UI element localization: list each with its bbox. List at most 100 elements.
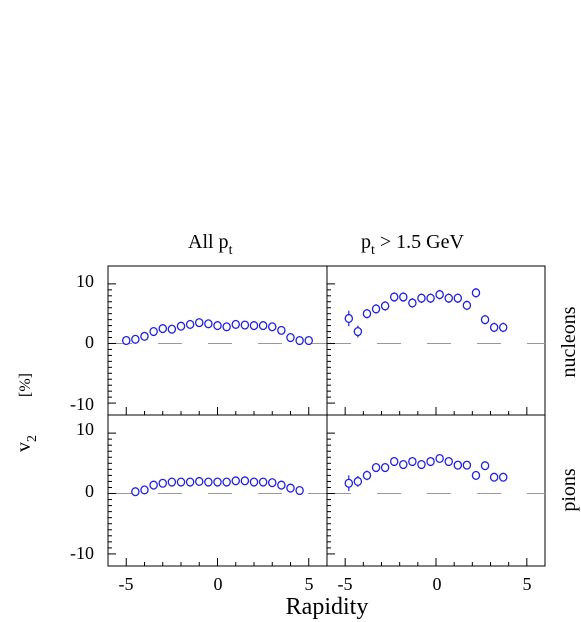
data-point — [399, 459, 408, 470]
xtick-label-right-0: 0 — [433, 574, 442, 594]
panel-frame — [326, 414, 546, 567]
data-point — [295, 335, 304, 346]
panel-allpt-pions — [107, 414, 328, 567]
panels-group — [107, 265, 546, 567]
col-title-high-pt: pt > 1.5 GeV — [361, 231, 464, 258]
data-point — [462, 460, 472, 470]
data-point — [489, 322, 499, 332]
data-point — [435, 453, 444, 464]
data-point — [140, 485, 149, 495]
data-point — [222, 322, 231, 332]
data-point — [286, 332, 295, 343]
data-point — [240, 320, 250, 330]
data-point — [471, 470, 481, 480]
data-point — [498, 472, 508, 482]
data-point — [453, 293, 463, 303]
data-point — [204, 319, 213, 329]
svg-text:[%]: [%] — [17, 373, 34, 397]
data-point — [304, 335, 313, 346]
data-point — [240, 476, 250, 486]
data-point — [231, 476, 240, 486]
data-point — [380, 301, 390, 311]
data-point — [149, 480, 158, 490]
data-point — [417, 293, 426, 303]
data-point — [353, 476, 363, 486]
data-point — [204, 477, 213, 487]
data-point — [167, 477, 177, 487]
data-point — [408, 456, 417, 467]
panel-highpt-nucleons — [326, 265, 546, 416]
data-point — [213, 321, 222, 331]
ytick-label-bottom-10: 10 — [76, 419, 94, 439]
data-point — [167, 324, 177, 334]
data-point — [389, 456, 399, 467]
data-point — [480, 315, 490, 325]
data-point — [185, 319, 195, 329]
data-point — [213, 477, 222, 487]
ytick-label-top-0: 0 — [85, 332, 94, 352]
row-label-nucleons: nucleons — [558, 306, 580, 377]
data-point — [435, 290, 444, 300]
data-point — [158, 324, 167, 334]
x-axis-label: Rapidity — [286, 594, 369, 620]
xtick-label-left-5: 5 — [305, 574, 314, 594]
data-point — [344, 478, 354, 488]
data-point — [408, 298, 417, 308]
panel-frame — [107, 265, 328, 416]
data-point — [258, 477, 268, 487]
data-point — [249, 477, 259, 487]
data-point — [185, 477, 195, 487]
data-point — [453, 460, 463, 470]
data-point — [462, 300, 472, 310]
xtick-label-left-0: 0 — [214, 574, 223, 594]
data-point — [176, 477, 186, 487]
panel-highpt-pions — [326, 414, 546, 567]
svg-text:v2: v2 — [13, 435, 40, 452]
data-point — [286, 483, 295, 493]
panel-allpt-nucleons — [107, 265, 328, 416]
data-point — [277, 480, 286, 490]
data-point — [471, 288, 481, 298]
data-point — [267, 322, 277, 332]
row-label-pions: pions — [558, 468, 580, 512]
data-point — [444, 293, 453, 303]
data-point — [258, 321, 268, 331]
data-point — [158, 478, 167, 488]
ytick-label-top-10: 10 — [76, 271, 94, 291]
data-point — [231, 319, 240, 329]
ytick-label-top-minus10: -10 — [70, 394, 94, 414]
data-point — [295, 485, 304, 496]
xtick-label-right-minus5: -5 — [338, 574, 353, 594]
data-point — [399, 292, 408, 302]
data-point — [362, 470, 372, 480]
data-point — [140, 331, 149, 341]
data-point — [362, 309, 372, 319]
data-point — [353, 327, 363, 337]
data-point — [444, 456, 453, 467]
data-point — [489, 472, 499, 482]
data-point — [380, 462, 390, 473]
data-point — [149, 327, 158, 337]
data-point — [344, 313, 354, 323]
data-point — [194, 318, 204, 328]
data-point — [389, 292, 399, 302]
data-point — [371, 462, 381, 473]
data-point — [249, 321, 259, 331]
data-point — [480, 461, 490, 471]
ytick-label-bottom-0: 0 — [85, 481, 94, 501]
data-point — [222, 477, 231, 487]
y-axis-label: v2 [%] — [13, 373, 40, 452]
data-point — [498, 322, 508, 332]
data-point — [176, 321, 186, 331]
data-point — [122, 335, 131, 346]
data-point — [426, 456, 435, 467]
data-point — [371, 304, 381, 314]
data-point — [277, 325, 286, 335]
data-point — [426, 293, 435, 303]
data-point — [131, 334, 140, 344]
data-point — [131, 487, 140, 497]
panel-frame — [326, 265, 546, 416]
xtick-label-left-minus5: -5 — [119, 574, 134, 594]
data-point — [417, 459, 426, 470]
